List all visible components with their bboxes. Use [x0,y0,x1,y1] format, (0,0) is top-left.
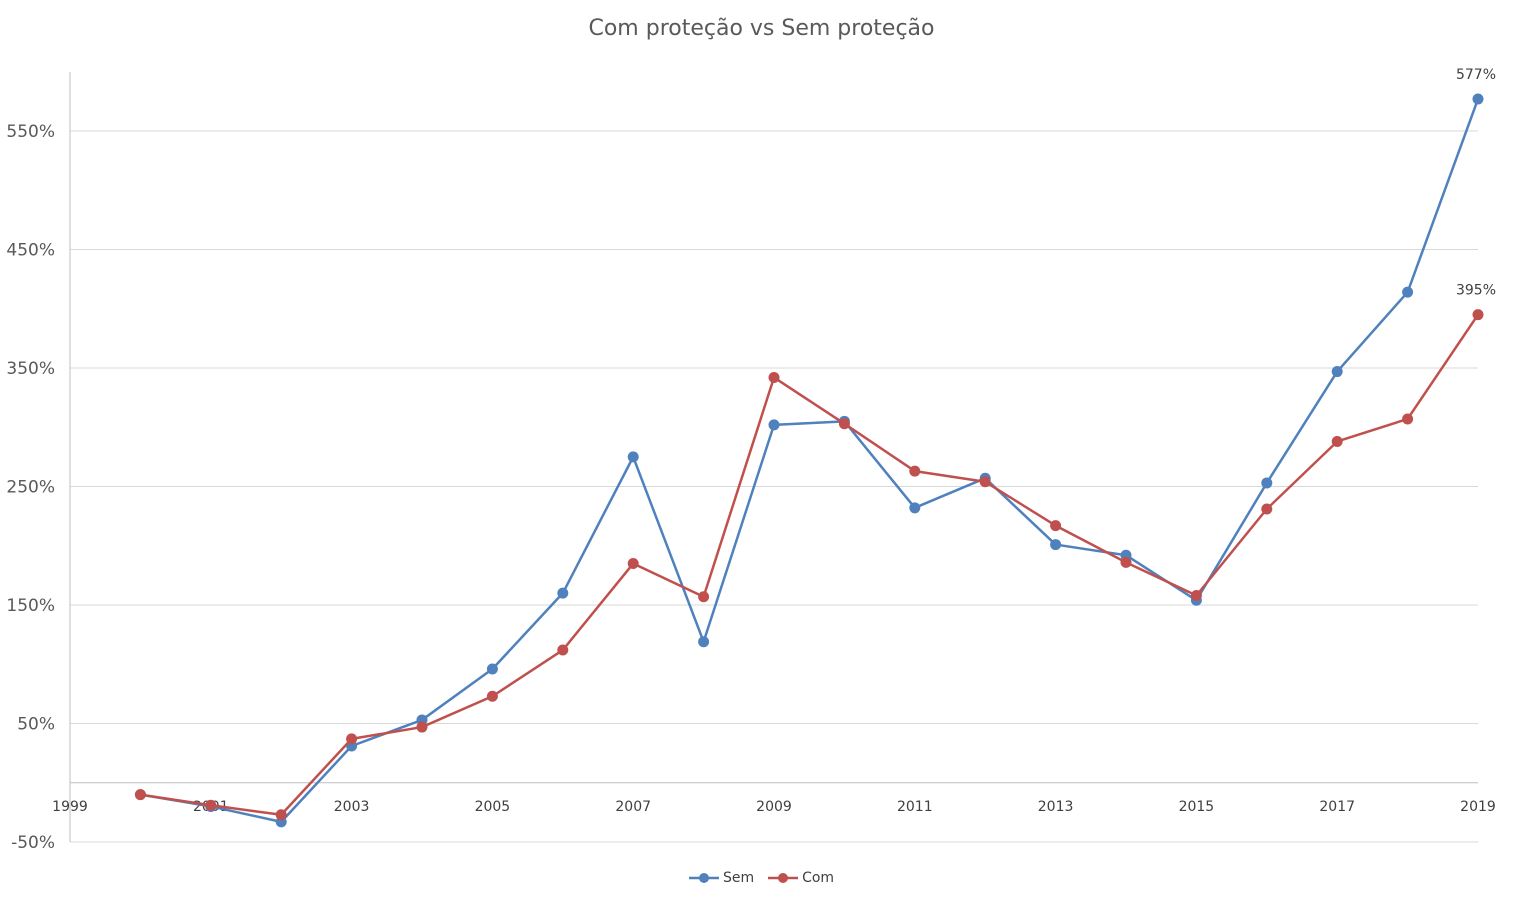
legend-item-sem[interactable]: Sem [688,870,755,886]
data-point[interactable] [1120,556,1132,568]
x-tick-label: 2017 [1319,799,1355,815]
legend-label-sem: Sem [722,870,755,886]
data-point[interactable] [486,690,498,702]
data-point[interactable] [1261,477,1273,489]
legend-marker-sem-icon [688,873,719,883]
x-tick-label: 2009 [756,799,792,815]
data-point[interactable] [979,476,991,488]
gridlines [70,130,1478,843]
data-point[interactable] [909,502,921,514]
data-point[interactable] [557,587,569,599]
data-point[interactable] [346,733,358,745]
legend-label-com: Com [802,870,835,886]
data-point[interactable] [557,644,569,656]
y-tick-label: 550% [6,122,55,142]
data-point[interactable] [486,663,498,675]
data-point[interactable] [1331,366,1343,378]
data-point[interactable] [698,591,710,603]
data-point[interactable] [1261,503,1273,515]
x-tick-label: 1999 [52,799,88,815]
x-tick-label: 2019 [1460,799,1496,815]
y-tick-labels: 550% 450% 350% 250% 150% 50% -50% [6,122,55,853]
series-line-sem [140,98,1480,824]
data-label-sem: 577% [1456,67,1496,83]
data-point[interactable] [1190,590,1202,602]
legend-marker-com-icon [768,873,799,883]
x-tick-label: 2013 [1038,799,1074,815]
x-tick-label: 2007 [615,799,651,815]
data-point[interactable] [205,799,217,811]
series-lines [134,93,1484,828]
data-point[interactable] [627,451,639,463]
data-point[interactable] [1402,413,1414,425]
x-tick-label: 2015 [1179,799,1215,815]
data-point[interactable] [134,789,146,801]
series-line-com [140,313,1480,816]
data-point[interactable] [768,371,780,383]
data-point[interactable] [1472,309,1484,321]
data-point[interactable] [1050,520,1062,532]
data-point[interactable] [627,558,639,570]
y-tick-label: 250% [6,478,55,498]
data-point[interactable] [698,636,710,648]
y-tick-label: 350% [6,359,55,379]
data-point[interactable] [275,809,287,821]
y-tick-label: 50% [17,715,55,735]
data-point[interactable] [1050,539,1062,551]
x-tick-label: 2011 [897,799,933,815]
data-labels: 577% 395% [1456,67,1496,299]
y-tick-label: -50% [11,833,55,853]
data-label-com: 395% [1456,283,1496,299]
data-point[interactable] [1331,435,1343,447]
data-point[interactable] [1402,286,1414,298]
data-point[interactable] [838,418,850,430]
series-com [134,309,1484,821]
x-tick-label: 2003 [334,799,370,815]
axes [69,72,1478,842]
data-point[interactable] [1472,93,1484,105]
data-point[interactable] [768,419,780,431]
legend-item-com[interactable]: Com [768,870,834,886]
data-point[interactable] [909,465,921,477]
data-point[interactable] [416,721,428,733]
chart-title: Com proteção vs Sem proteção [588,16,935,41]
legend: Sem Com [0,870,1523,886]
series-sem [134,93,1484,828]
y-tick-label: 150% [6,596,55,616]
x-tick-label: 2005 [475,799,511,815]
y-tick-label: 450% [6,241,55,261]
